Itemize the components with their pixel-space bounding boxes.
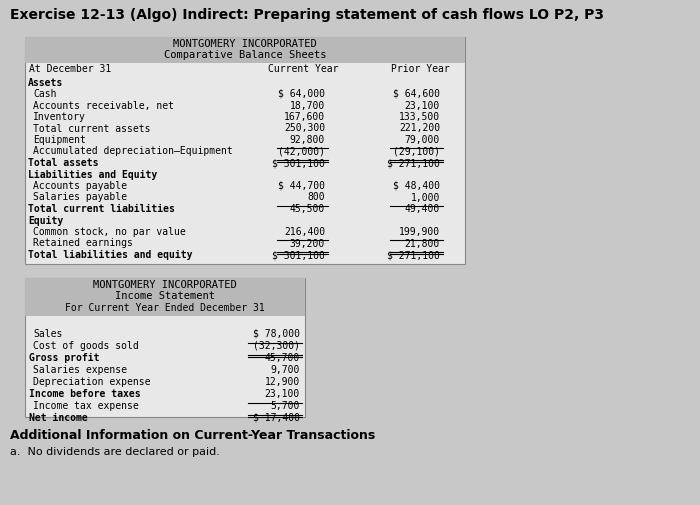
Text: 221,200: 221,200: [399, 124, 440, 133]
Text: $ 301,100: $ 301,100: [272, 250, 325, 260]
Text: 167,600: 167,600: [284, 112, 325, 122]
Text: 45,700: 45,700: [265, 353, 300, 363]
Text: Accounts payable: Accounts payable: [33, 181, 127, 191]
Text: Total current assets: Total current assets: [33, 124, 150, 133]
Text: Salaries expense: Salaries expense: [33, 365, 127, 375]
Text: Depreciation expense: Depreciation expense: [33, 377, 150, 387]
Bar: [25, 37, 465, 63]
Text: 250,300: 250,300: [284, 124, 325, 133]
Text: Salaries payable: Salaries payable: [33, 192, 127, 203]
Text: Cost of goods sold: Cost of goods sold: [33, 341, 139, 351]
Text: a.  No dividends are declared or paid.: a. No dividends are declared or paid.: [10, 447, 220, 457]
Text: 18,700: 18,700: [290, 100, 325, 111]
Text: $ 44,700: $ 44,700: [278, 181, 325, 191]
Text: Income before taxes: Income before taxes: [29, 389, 141, 399]
Text: $ 64,600: $ 64,600: [393, 89, 440, 99]
Text: 45,500: 45,500: [290, 204, 325, 214]
Text: 800: 800: [307, 192, 325, 203]
Text: At December 31: At December 31: [29, 64, 111, 74]
Text: Income tax expense: Income tax expense: [33, 401, 139, 411]
Text: $ 271,100: $ 271,100: [387, 250, 440, 260]
Text: Accounts receivable, net: Accounts receivable, net: [33, 100, 174, 111]
Text: Comparative Balance Sheets: Comparative Balance Sheets: [164, 50, 326, 60]
Text: 79,000: 79,000: [405, 135, 440, 145]
Text: 5,700: 5,700: [271, 401, 300, 411]
Text: $ 301,100: $ 301,100: [272, 158, 325, 168]
Text: Inventory: Inventory: [33, 112, 86, 122]
Text: $ 271,100: $ 271,100: [387, 158, 440, 168]
Text: 216,400: 216,400: [284, 227, 325, 237]
Bar: [25, 278, 305, 417]
Text: (32,300): (32,300): [253, 341, 300, 351]
Text: Income Statement: Income Statement: [115, 291, 215, 301]
Text: 9,700: 9,700: [271, 365, 300, 375]
Text: Equipment: Equipment: [33, 135, 86, 145]
Text: 49,400: 49,400: [405, 204, 440, 214]
Text: Sales: Sales: [33, 329, 62, 339]
Text: Cash: Cash: [33, 89, 57, 99]
Text: Common stock, no par value: Common stock, no par value: [33, 227, 186, 237]
Text: For Current Year Ended December 31: For Current Year Ended December 31: [65, 303, 265, 313]
Text: 23,100: 23,100: [405, 100, 440, 111]
Text: Assets: Assets: [28, 77, 63, 87]
Text: 199,900: 199,900: [399, 227, 440, 237]
Text: Retained earnings: Retained earnings: [33, 238, 133, 248]
Text: (42,000): (42,000): [278, 146, 325, 157]
Text: 1,000: 1,000: [411, 192, 440, 203]
Text: Equity: Equity: [28, 216, 63, 226]
Text: $ 78,000: $ 78,000: [253, 329, 300, 339]
Text: Additional Information on Current-Year Transactions: Additional Information on Current-Year T…: [10, 429, 375, 442]
Text: MONTGOMERY INCORPORATED: MONTGOMERY INCORPORATED: [173, 39, 317, 49]
Text: $ 48,400: $ 48,400: [393, 181, 440, 191]
Text: Prior Year: Prior Year: [391, 64, 449, 74]
Text: Current Year: Current Year: [267, 64, 338, 74]
Text: Liabilities and Equity: Liabilities and Equity: [28, 170, 158, 180]
Text: Total current liabilities: Total current liabilities: [28, 204, 175, 214]
Text: Exercise 12-13 (Algo) Indirect: Preparing statement of cash flows LO P2, P3: Exercise 12-13 (Algo) Indirect: Preparin…: [10, 8, 604, 22]
Text: $ 64,000: $ 64,000: [278, 89, 325, 99]
Text: 23,100: 23,100: [265, 389, 300, 399]
Text: Gross profit: Gross profit: [29, 353, 99, 363]
Text: 133,500: 133,500: [399, 112, 440, 122]
Text: 39,200: 39,200: [290, 238, 325, 248]
Bar: [25, 278, 305, 316]
Bar: [25, 37, 465, 264]
Text: Total liabilities and equity: Total liabilities and equity: [28, 250, 192, 260]
Text: $ 17,400: $ 17,400: [253, 413, 300, 423]
Text: 92,800: 92,800: [290, 135, 325, 145]
Text: 21,800: 21,800: [405, 238, 440, 248]
Text: Total assets: Total assets: [28, 158, 99, 168]
Text: 12,900: 12,900: [265, 377, 300, 387]
Text: Net income: Net income: [29, 413, 88, 423]
Text: (29,100): (29,100): [393, 146, 440, 157]
Text: Accumulated depreciation–Equipment: Accumulated depreciation–Equipment: [33, 146, 232, 157]
Text: MONTGOMERY INCORPORATED: MONTGOMERY INCORPORATED: [93, 280, 237, 290]
